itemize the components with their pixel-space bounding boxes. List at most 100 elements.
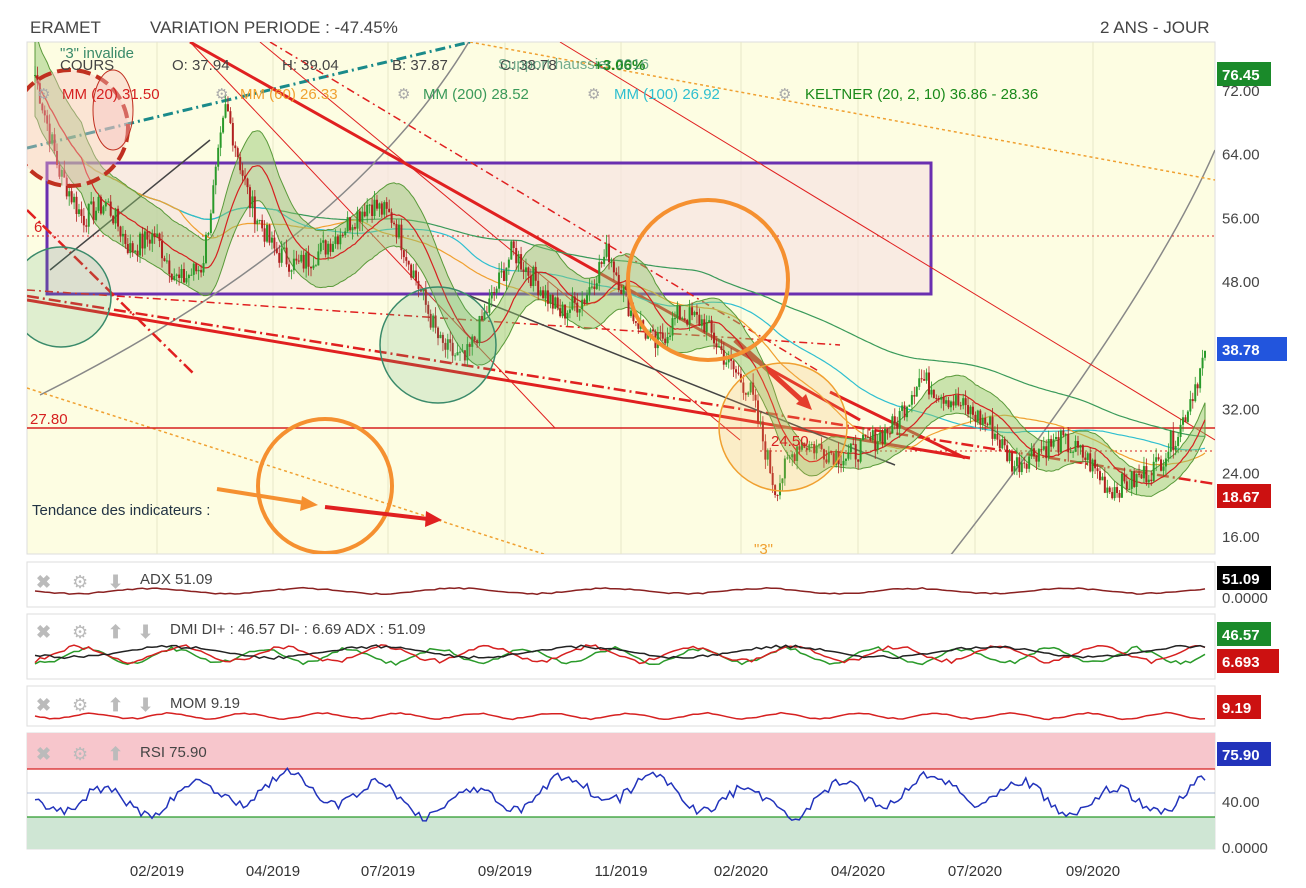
red-dashdot-line-3 <box>269 42 821 373</box>
dmi-panel-label: DMI DI+ : 46.57 DI- : 6.69 ADX : 51.09 <box>170 621 426 638</box>
gear-icon[interactable]: ⚙ <box>72 744 88 764</box>
candle-body <box>1108 487 1111 493</box>
gear-icon[interactable]: ⚙ <box>72 695 88 715</box>
close-icon[interactable]: ✖ <box>36 572 51 592</box>
candle-body <box>896 422 899 429</box>
candle-body <box>571 296 574 310</box>
candle-body <box>1177 437 1180 446</box>
candle-body <box>923 379 926 381</box>
gear-icon[interactable]: ⚙ <box>587 86 600 103</box>
period-range[interactable]: 2 ANS - JOUR <box>1100 18 1210 37</box>
candle-body <box>459 351 462 353</box>
y-tick-label: 16.00 <box>1222 529 1260 546</box>
candle-body <box>989 416 992 425</box>
gear-icon[interactable]: ⚙ <box>72 622 88 642</box>
candle-body <box>461 350 464 352</box>
arrow-down-icon[interactable]: ⬇ <box>138 695 153 715</box>
candle-body <box>661 332 664 339</box>
candle-body <box>971 406 974 415</box>
x-tick-label: 02/2020 <box>714 863 768 880</box>
candle-body <box>1025 463 1028 469</box>
candle-body <box>165 260 168 262</box>
red-dashdot-line-1 <box>27 294 1215 486</box>
candle-body <box>879 432 882 442</box>
candle-body <box>937 398 940 400</box>
candle-body <box>522 269 525 272</box>
candle-body <box>612 261 615 273</box>
red-trendline-thin-2 <box>259 42 741 441</box>
candle-body <box>87 203 90 227</box>
three-label: "3" <box>754 541 773 558</box>
candle-body <box>534 266 537 281</box>
rsi-oversold-zone <box>27 817 1215 849</box>
orange-dotted-line-1 <box>27 387 547 554</box>
badge-diminus-bg <box>1217 649 1279 673</box>
y-tick-label: 64.00 <box>1222 147 1260 164</box>
candle-body <box>881 432 884 444</box>
candle-body <box>437 327 440 339</box>
candle-body <box>451 342 454 356</box>
candle-body <box>390 212 393 223</box>
candle-body <box>407 260 410 265</box>
candle-body <box>226 104 229 112</box>
candle-body <box>263 228 266 242</box>
arrow-up-icon[interactable]: ⬆ <box>108 744 123 764</box>
legend-mm200[interactable]: MM (200) 28.52 <box>423 86 529 103</box>
legend-mm100[interactable]: MM (100) 26.92 <box>614 86 720 103</box>
gear-icon[interactable]: ⚙ <box>37 86 50 103</box>
candle-body <box>185 278 188 283</box>
candle-body <box>331 243 334 252</box>
candle-body <box>986 423 989 425</box>
badge-rsi: 75.90 <box>1222 747 1260 764</box>
candle-body <box>288 264 291 272</box>
badge-mom-bg <box>1217 695 1261 719</box>
candle-body <box>617 274 620 290</box>
candle-body <box>1152 461 1155 481</box>
candle-body <box>1150 479 1153 481</box>
legend-mm60[interactable]: MM (60) 26.33 <box>240 86 338 103</box>
candle-body <box>910 395 913 405</box>
candle-body <box>857 459 860 462</box>
legend-mm20[interactable]: MM (20) 31.50 <box>62 86 160 103</box>
candle-body <box>752 382 755 395</box>
candle-body <box>627 289 630 317</box>
candle-body <box>886 428 889 434</box>
close-icon[interactable]: ✖ <box>36 744 51 764</box>
candle-body <box>1008 452 1011 462</box>
candle-body <box>593 286 596 289</box>
candle-body <box>852 443 855 445</box>
close-icon[interactable]: ✖ <box>36 695 51 715</box>
candle-body <box>395 224 398 238</box>
candle-body <box>153 233 156 238</box>
gear-icon[interactable]: ⚙ <box>215 86 228 103</box>
close-icon[interactable]: ✖ <box>36 622 51 642</box>
arrow-down-icon[interactable]: ⬇ <box>138 622 153 642</box>
candle-body <box>168 260 171 274</box>
candlesticks <box>34 66 1206 503</box>
mom-panel-label: MOM 9.19 <box>170 695 240 712</box>
gear-icon[interactable]: ⚙ <box>778 86 791 103</box>
candle-body <box>669 335 672 337</box>
legend-keltner[interactable]: KELTNER (20, 2, 10) 36.86 - 28.36 <box>805 86 1038 103</box>
candle-body <box>1184 417 1187 422</box>
candle-body <box>686 319 689 325</box>
gear-icon[interactable]: ⚙ <box>397 86 410 103</box>
candle-body <box>178 274 181 278</box>
candle-body <box>1199 368 1202 389</box>
candle-body <box>139 233 142 256</box>
arrow-up-icon[interactable]: ⬆ <box>108 695 123 715</box>
badge-diplus-bg <box>1217 622 1271 646</box>
candle-body <box>1035 456 1038 462</box>
candle-body <box>835 450 838 465</box>
candle-body <box>859 440 862 462</box>
candle-body <box>1015 457 1018 467</box>
candle-body <box>964 398 967 406</box>
candle-body <box>109 201 112 216</box>
candle-body <box>502 270 505 281</box>
teal-dashdot-line <box>27 42 471 150</box>
arrow-down-icon[interactable]: ⬇ <box>108 572 123 592</box>
arrow-up-icon[interactable]: ⬆ <box>108 622 123 642</box>
candle-body <box>818 444 821 446</box>
gear-icon[interactable]: ⚙ <box>72 572 88 592</box>
